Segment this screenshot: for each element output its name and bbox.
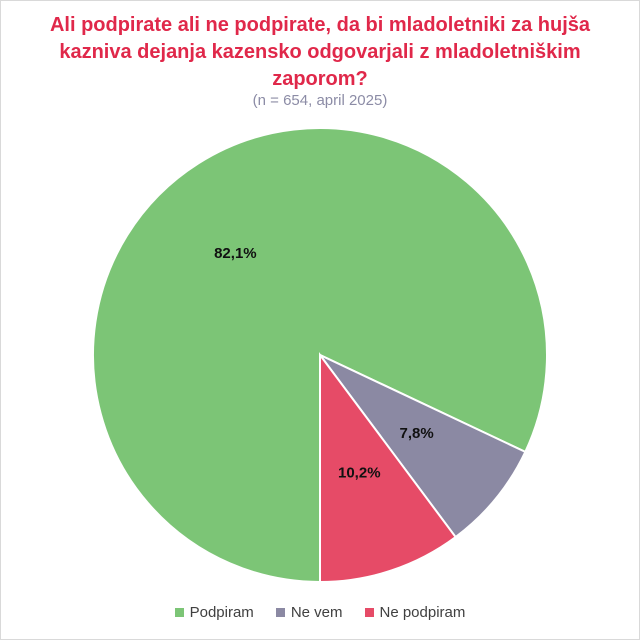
legend-swatch <box>275 608 285 617</box>
legend-item-podpiram: Podpiram <box>174 604 254 621</box>
pie-labels: 82,1% 7,8% 10,2% <box>214 245 434 481</box>
chart-subtitle: (n = 654, april 2025) <box>252 92 388 109</box>
legend-label: Ne vem <box>290 604 343 621</box>
pie-slice-ne-vem <box>319 354 527 539</box>
chart-legend: Podpiram Ne vem Ne podpiram <box>0 604 640 621</box>
chart-title: Ali podpirate ali ne podpirate, da bi ml… <box>49 14 591 90</box>
data-label-podpiram: 82,1% <box>214 245 257 262</box>
legend-label: Podpiram <box>189 604 254 621</box>
pie-slice-podpiram <box>92 127 548 584</box>
data-label-ne-vem: 7,8% <box>400 425 434 442</box>
legend-item-ne-podpiram: Ne podpiram <box>364 604 466 621</box>
legend-item-ne-vem: Ne vem <box>275 604 343 621</box>
legend-label: Ne podpiram <box>379 604 466 621</box>
pie-slices <box>92 127 548 584</box>
legend-swatch <box>364 608 374 617</box>
data-label-ne-podpiram: 10,2% <box>338 464 381 481</box>
pie-slice-ne-podpiram <box>319 351 458 584</box>
legend-swatch <box>174 608 184 617</box>
